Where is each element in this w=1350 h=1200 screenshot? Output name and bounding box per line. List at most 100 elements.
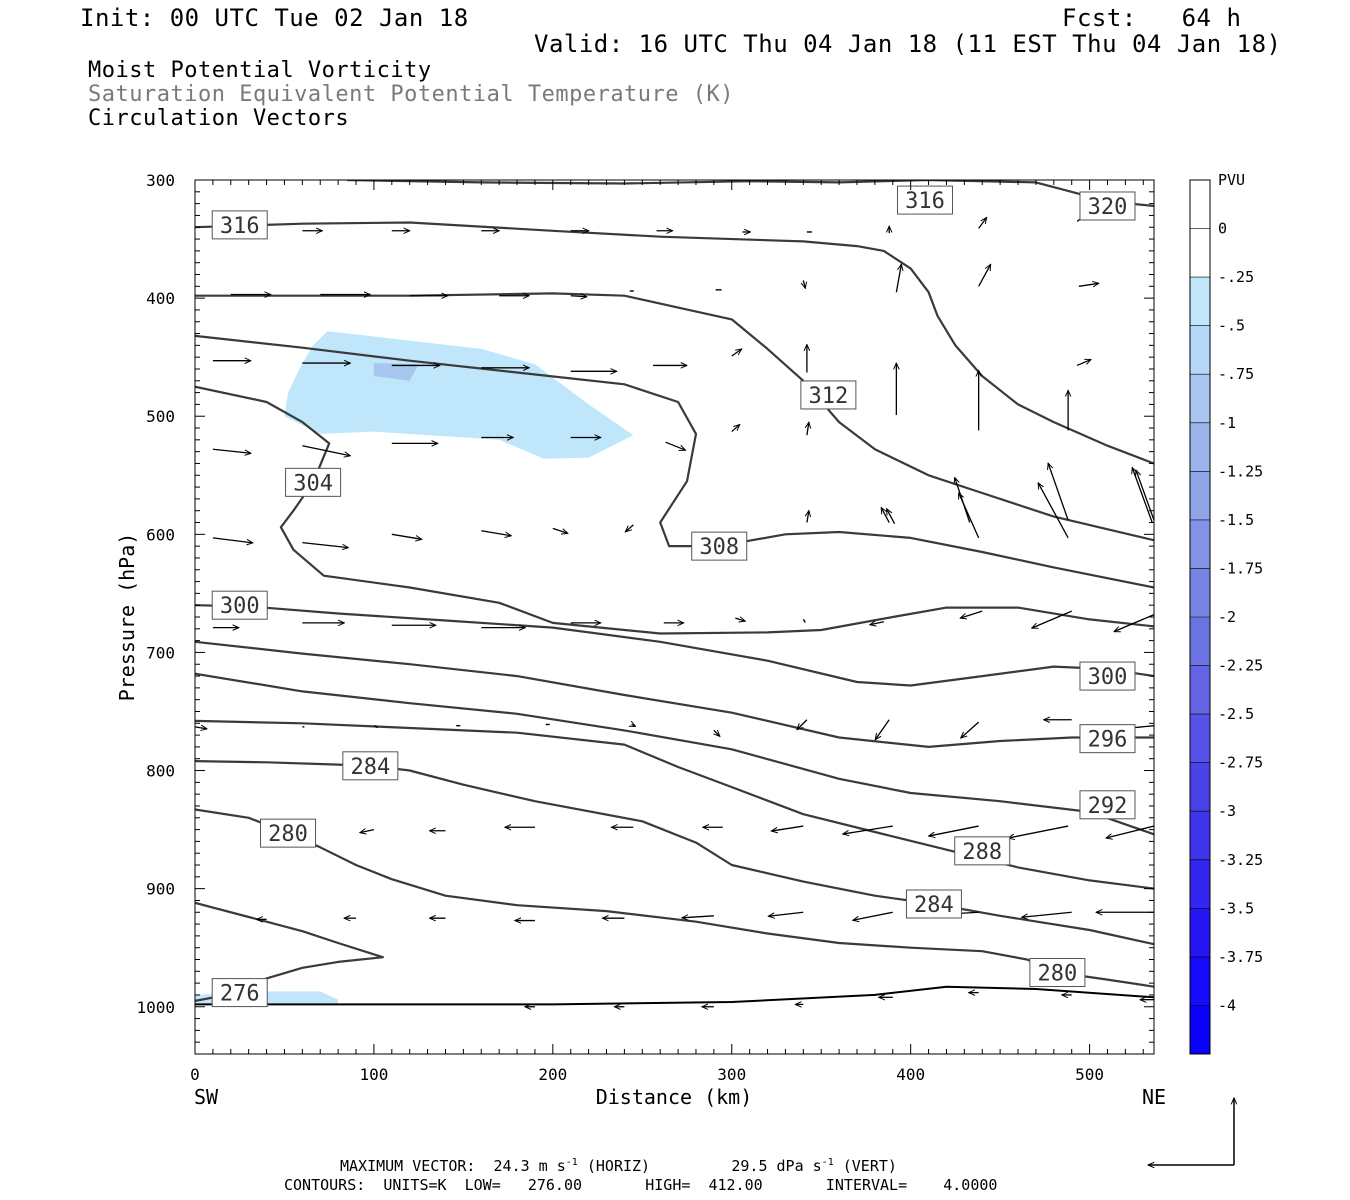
colorbar-tick-label-15: -3.75 xyxy=(1218,948,1263,966)
x-tick-label-400: 400 xyxy=(896,1065,925,1084)
circulation-vector-64 xyxy=(802,618,806,623)
circulation-vector-49 xyxy=(481,530,511,536)
x-tick-label-300: 300 xyxy=(717,1065,746,1084)
y-tick-label-700: 700 xyxy=(146,643,175,662)
contour-label-box-320-0 xyxy=(1079,191,1136,221)
x-tick-label-100: 100 xyxy=(359,1065,388,1084)
circulation-vector-46 xyxy=(212,537,253,543)
contour-label-box-280-1 xyxy=(1029,958,1086,988)
contour-280 xyxy=(195,808,1154,988)
circulation-vector-41 xyxy=(807,422,809,436)
circulation-vector-20 xyxy=(978,264,991,287)
circulation-vector-56 xyxy=(1136,470,1154,521)
contour-320 xyxy=(347,180,1154,208)
colorbar-tick-label-1: -.25 xyxy=(1218,268,1254,286)
contour-label-box-288-0 xyxy=(954,836,1011,866)
contour-label-layer: 320 316 316 312 308 304 300 300 296 292 288 284 284 2… xyxy=(211,185,1136,1008)
field-title-mpv: Moist Potential Vorticity xyxy=(88,58,432,83)
colorbar-swatch-13 xyxy=(1190,811,1210,861)
vector-scale-legend xyxy=(1148,1098,1234,1165)
contour-label-312-0: 312 xyxy=(808,384,848,409)
circulation-vector-9 xyxy=(978,217,987,229)
y-tick-label-300: 300 xyxy=(146,171,175,190)
mpv-shade-region-1 xyxy=(373,363,419,381)
max-horiz-tag: (HORIZ) xyxy=(586,1157,651,1175)
circulation-vector-54 xyxy=(955,478,971,523)
colorbar-swatch-14 xyxy=(1190,859,1210,909)
circulation-vector-47 xyxy=(302,541,348,548)
colorbar-tick-label-16: -4 xyxy=(1218,996,1236,1014)
colorbar-swatch-0 xyxy=(1190,180,1210,230)
contour-label-316-0: 316 xyxy=(220,214,260,239)
circulation-vector-35 xyxy=(302,445,350,456)
circulation-vector-28 xyxy=(731,349,742,357)
contour-label-box-280-0 xyxy=(260,818,317,848)
colorbar-tick-label-13: -3.25 xyxy=(1218,851,1263,869)
contour-label-284-1: 284 xyxy=(914,893,954,918)
colorbar-swatch-12 xyxy=(1190,762,1210,812)
contour-label-300-1: 300 xyxy=(1088,665,1128,690)
axis-layer: 0 100 200 300 400 500 300 400 500 600 700 800 900 100… xyxy=(136,171,1154,1084)
y-axis-title: Pressure (hPa) xyxy=(115,533,139,702)
contour-296 xyxy=(195,640,1154,749)
circulation-vector-78 xyxy=(961,721,980,738)
contour-300 xyxy=(195,604,1154,687)
colorbar-tick-label-6: -1.5 xyxy=(1218,511,1254,529)
colorbar-swatch-10 xyxy=(1190,665,1210,715)
circulation-vector-75 xyxy=(714,730,720,736)
circulation-vector-48 xyxy=(391,533,422,539)
contour-308 xyxy=(195,334,1154,589)
colorbar-tick-label-12: -3 xyxy=(1218,802,1236,820)
colorbar-swatch-16 xyxy=(1190,956,1210,1006)
contour-label-box-276-0 xyxy=(211,978,268,1008)
field-title-thetae: Saturation Equivalent Potential Temperat… xyxy=(88,82,735,107)
max-vector-line: MAXIMUM VECTOR: 24.3 m s-1 (HORIZ) 29.5 … xyxy=(340,1157,897,1175)
circulation-vector-18 xyxy=(803,280,805,288)
max-vert-exponent: -1 xyxy=(821,1157,834,1168)
circulation-vector-69 xyxy=(195,727,207,729)
x-tick-label-200: 200 xyxy=(538,1065,567,1084)
circulation-vector-44 xyxy=(1038,483,1069,539)
contour-label-box-316-1 xyxy=(896,185,953,215)
contour-label-276-0: 276 xyxy=(220,982,260,1007)
contour-304 xyxy=(195,385,1154,635)
circulation-vector-88 xyxy=(929,825,979,836)
colorbar-tick-label-3: -.75 xyxy=(1218,365,1254,383)
contour-label-280-1: 280 xyxy=(1038,962,1078,987)
circulation-vector-67 xyxy=(1032,610,1072,628)
circulation-vector-52 xyxy=(807,511,809,523)
circulation-vector-96 xyxy=(682,916,714,918)
contour-label-box-312-0 xyxy=(800,380,857,410)
pvu-colorbar: PVU 0 -.25 -.5 -.75 -1 -1.25 -1.5 -1.75 -2 -2.25 -2… xyxy=(1189,171,1263,1055)
valid-time: Valid: 16 UTC Thu 04 Jan 18 (11 EST Thu … xyxy=(534,30,1282,58)
colorbar-swatch-2 xyxy=(1190,277,1210,327)
circulation-vector-53 xyxy=(880,508,890,523)
contour-label-288-0: 288 xyxy=(962,840,1002,865)
circulation-vector-40 xyxy=(731,425,740,433)
circulation-vector-74 xyxy=(632,724,636,728)
circulation-vector-15 xyxy=(570,296,587,297)
contour-label-box-300-1 xyxy=(1079,661,1136,691)
y-tick-label-400: 400 xyxy=(146,289,175,308)
colorbar-tick-label-11: -2.75 xyxy=(1218,754,1263,772)
circulation-vector-68 xyxy=(1114,614,1154,632)
circulation-vector-76 xyxy=(797,719,808,730)
circulation-vector-81 xyxy=(360,830,375,833)
contour-label-304-0: 304 xyxy=(293,471,333,496)
x-axis-title: Distance (km) xyxy=(596,1085,753,1109)
colorbar-swatch-8 xyxy=(1190,568,1210,618)
y-tick-label-500: 500 xyxy=(146,407,175,426)
contour-288 xyxy=(195,719,1154,890)
contour-label-296-0: 296 xyxy=(1088,728,1128,753)
circulation-vector-90 xyxy=(1106,825,1154,838)
colorbar-swatch-17 xyxy=(1190,1005,1210,1055)
init-time: Init: 00 UTC Tue 02 Jan 18 xyxy=(80,4,469,32)
colorbar-tick-label-8: -2 xyxy=(1218,608,1236,626)
theta-e-contour-layer xyxy=(195,180,1154,1006)
mpv-shading-layer xyxy=(195,331,634,1005)
contour-label-box-284-0 xyxy=(342,751,399,781)
colorbar-swatch-9 xyxy=(1190,617,1210,667)
colorbar-swatch-3 xyxy=(1190,325,1210,375)
contour-label-316-1: 316 xyxy=(905,189,945,214)
